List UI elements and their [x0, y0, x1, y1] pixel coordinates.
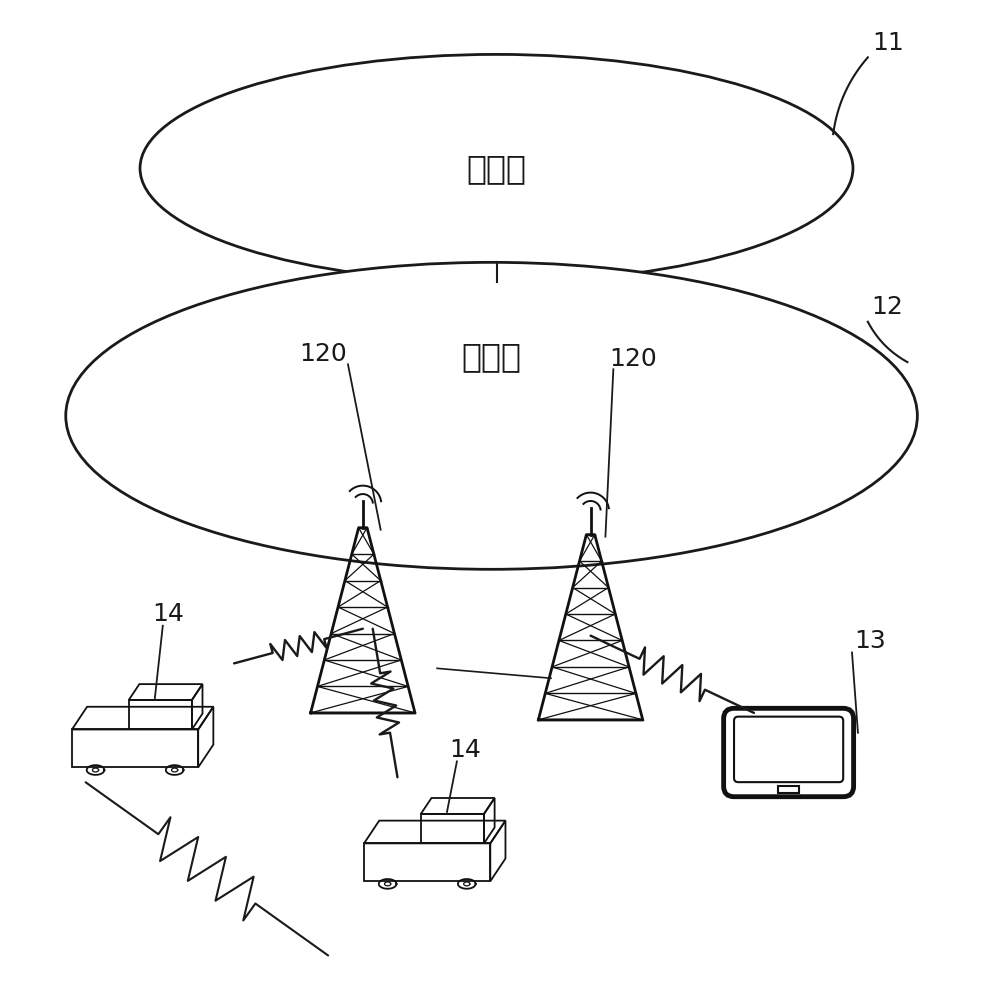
Ellipse shape	[140, 54, 853, 282]
Ellipse shape	[66, 262, 918, 569]
Text: 12: 12	[872, 295, 904, 319]
Text: 核心网: 核心网	[467, 152, 526, 185]
Text: 14: 14	[449, 738, 481, 762]
Text: 接入网: 接入网	[462, 340, 521, 373]
Text: 120: 120	[299, 342, 348, 366]
Text: 120: 120	[610, 347, 657, 371]
Text: 14: 14	[152, 602, 184, 626]
Text: 13: 13	[854, 629, 886, 653]
Bar	[779, 786, 799, 793]
Text: 11: 11	[872, 31, 904, 55]
